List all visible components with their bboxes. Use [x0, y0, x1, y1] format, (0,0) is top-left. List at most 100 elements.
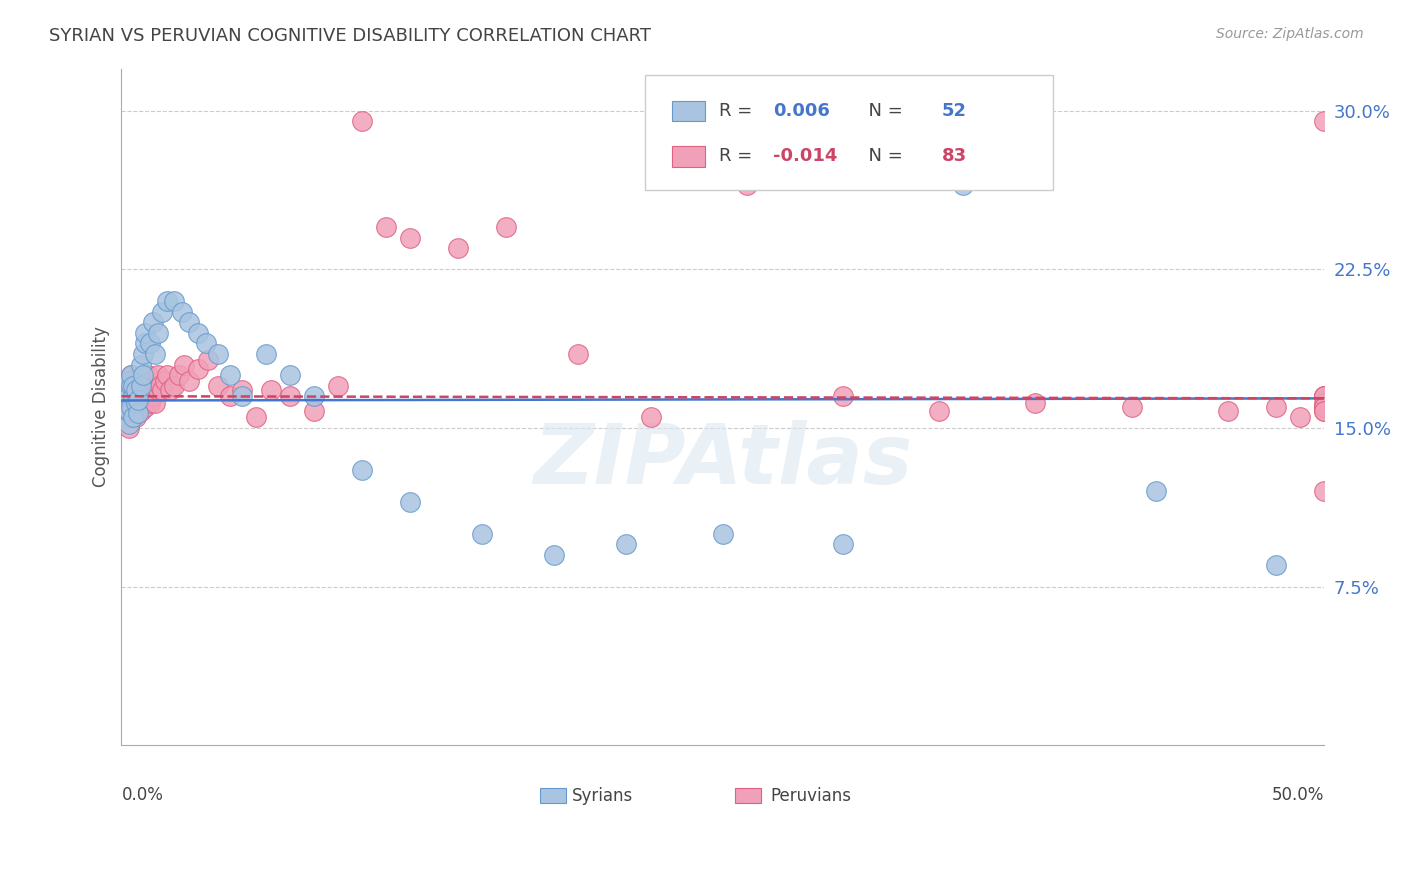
Point [1313, 400, 1336, 414]
Point [187, 361, 209, 376]
Point [231, 389, 253, 403]
Text: Syrians: Syrians [572, 787, 634, 805]
Point [125, 383, 148, 397]
FancyBboxPatch shape [672, 146, 704, 167]
Point [167, 368, 190, 383]
Point [159, 383, 181, 397]
Point [125, 395, 148, 409]
Point [1289, 410, 1312, 425]
Text: 50.0%: 50.0% [1271, 786, 1324, 804]
Point [134, 389, 156, 403]
Point [207, 347, 229, 361]
Point [125, 410, 148, 425]
Point [153, 375, 176, 389]
Point [120, 395, 142, 409]
Point [447, 241, 470, 255]
Point [115, 389, 138, 403]
Point [143, 395, 166, 409]
Point [1313, 484, 1336, 499]
Point [120, 400, 142, 414]
Point [118, 417, 141, 431]
Point [125, 395, 148, 409]
Point [142, 378, 165, 392]
FancyBboxPatch shape [735, 789, 761, 804]
Point [194, 336, 217, 351]
Point [118, 404, 141, 418]
Point [543, 548, 565, 562]
Point [1313, 389, 1336, 403]
Point [149, 378, 172, 392]
Point [187, 326, 209, 340]
Point [1024, 395, 1046, 409]
Point [326, 378, 349, 392]
Point [1313, 400, 1336, 414]
Text: Peruvians: Peruvians [770, 787, 852, 805]
Text: 0.0%: 0.0% [121, 786, 163, 804]
Point [118, 375, 141, 389]
Point [231, 383, 253, 397]
Point [134, 400, 156, 414]
Point [127, 378, 149, 392]
Point [127, 389, 149, 403]
Point [139, 336, 162, 351]
Point [122, 389, 145, 403]
Point [120, 410, 142, 425]
Point [177, 375, 200, 389]
Point [1216, 404, 1239, 418]
Point [129, 404, 152, 418]
Text: 0.006: 0.006 [773, 103, 830, 120]
Text: -0.014: -0.014 [773, 147, 838, 166]
Point [115, 378, 138, 392]
Point [120, 383, 142, 397]
Point [122, 389, 145, 403]
Point [115, 393, 138, 408]
Point [616, 537, 638, 551]
Point [832, 537, 855, 551]
Point [112, 395, 135, 409]
Point [136, 383, 159, 397]
Point [125, 383, 148, 397]
Point [122, 410, 145, 425]
Point [120, 368, 142, 383]
Point [163, 294, 186, 309]
Point [1121, 400, 1143, 414]
Point [350, 463, 373, 477]
Point [1313, 404, 1336, 418]
Point [1313, 400, 1336, 414]
Point [139, 383, 162, 397]
Text: R =: R = [718, 103, 758, 120]
Point [495, 220, 517, 235]
Point [170, 304, 193, 318]
Point [350, 114, 373, 128]
Text: 52: 52 [942, 103, 966, 120]
Point [129, 378, 152, 392]
Point [163, 378, 186, 392]
FancyBboxPatch shape [644, 75, 1053, 190]
Point [735, 178, 758, 192]
Point [1313, 389, 1336, 403]
Point [115, 404, 138, 418]
Point [118, 404, 141, 418]
Text: N =: N = [858, 103, 908, 120]
Text: 83: 83 [942, 147, 967, 166]
Text: R =: R = [718, 147, 758, 166]
Point [112, 389, 135, 403]
Point [112, 410, 135, 425]
Point [245, 410, 267, 425]
Point [1264, 558, 1286, 573]
Point [118, 389, 141, 403]
Point [132, 383, 155, 397]
Point [134, 326, 156, 340]
Point [122, 404, 145, 418]
Point [118, 389, 141, 403]
Point [218, 368, 240, 383]
Point [132, 395, 155, 409]
Point [127, 406, 149, 420]
Point [1313, 114, 1336, 128]
Point [1313, 389, 1336, 403]
Point [150, 383, 173, 397]
Point [136, 368, 159, 383]
Point [218, 389, 240, 403]
Point [278, 389, 301, 403]
Point [115, 410, 138, 425]
